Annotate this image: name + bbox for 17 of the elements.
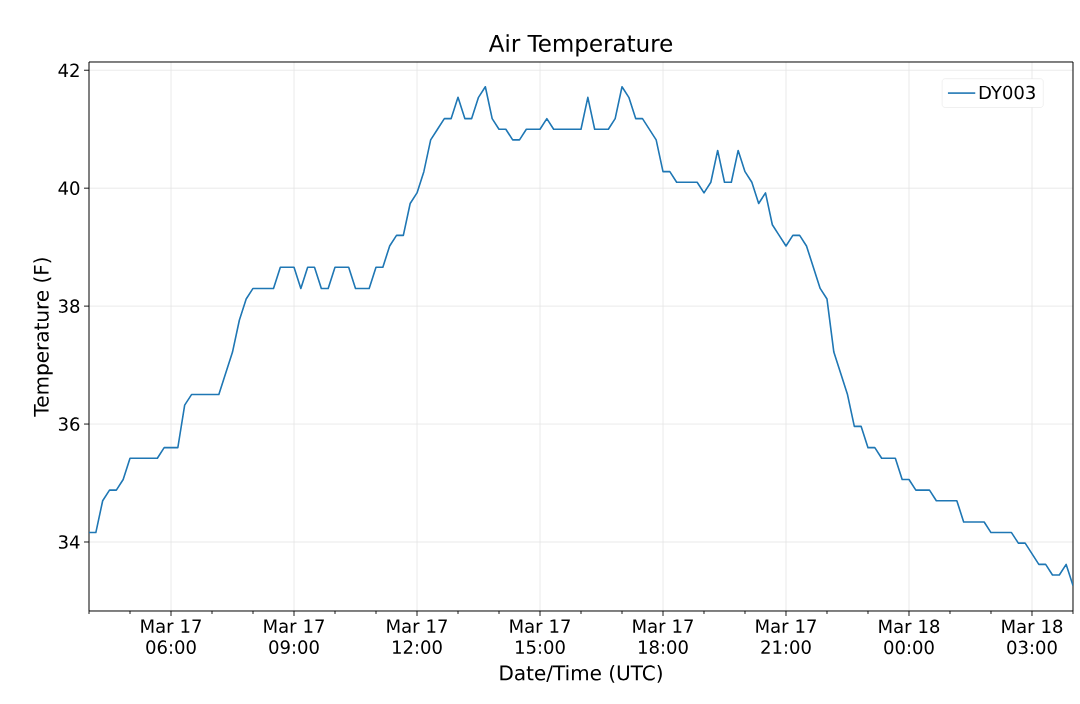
legend-label: DY003: [979, 85, 1035, 100]
x-tick-label: Mar 17 06:00: [141, 619, 201, 654]
chart-title: Air Temperature: [488, 34, 673, 57]
y-tick-label: 36: [58, 417, 80, 431]
x-tick-label: Mar 17 12:00: [387, 619, 447, 654]
y-tick-label: 38: [58, 299, 80, 313]
y-tick-label: 40: [58, 181, 80, 195]
x-tick-label: Mar 18 03:00: [1002, 619, 1063, 655]
y-axis-title: Temperature (F): [33, 258, 53, 417]
y-tick-label: 34: [58, 535, 80, 549]
x-tick-label: Mar 17 18:00: [633, 619, 693, 654]
x-tick-label: Mar 18 00:00: [879, 619, 940, 655]
x-tick-label: Mar 17 21:00: [756, 619, 816, 654]
y-tick-label: 42: [58, 63, 79, 77]
x-tick-label: Mar 17 15:00: [510, 619, 570, 654]
x-axis-title: Date/Time (UTC): [500, 665, 662, 683]
x-tick-label: Mar 17 09:00: [264, 619, 324, 654]
